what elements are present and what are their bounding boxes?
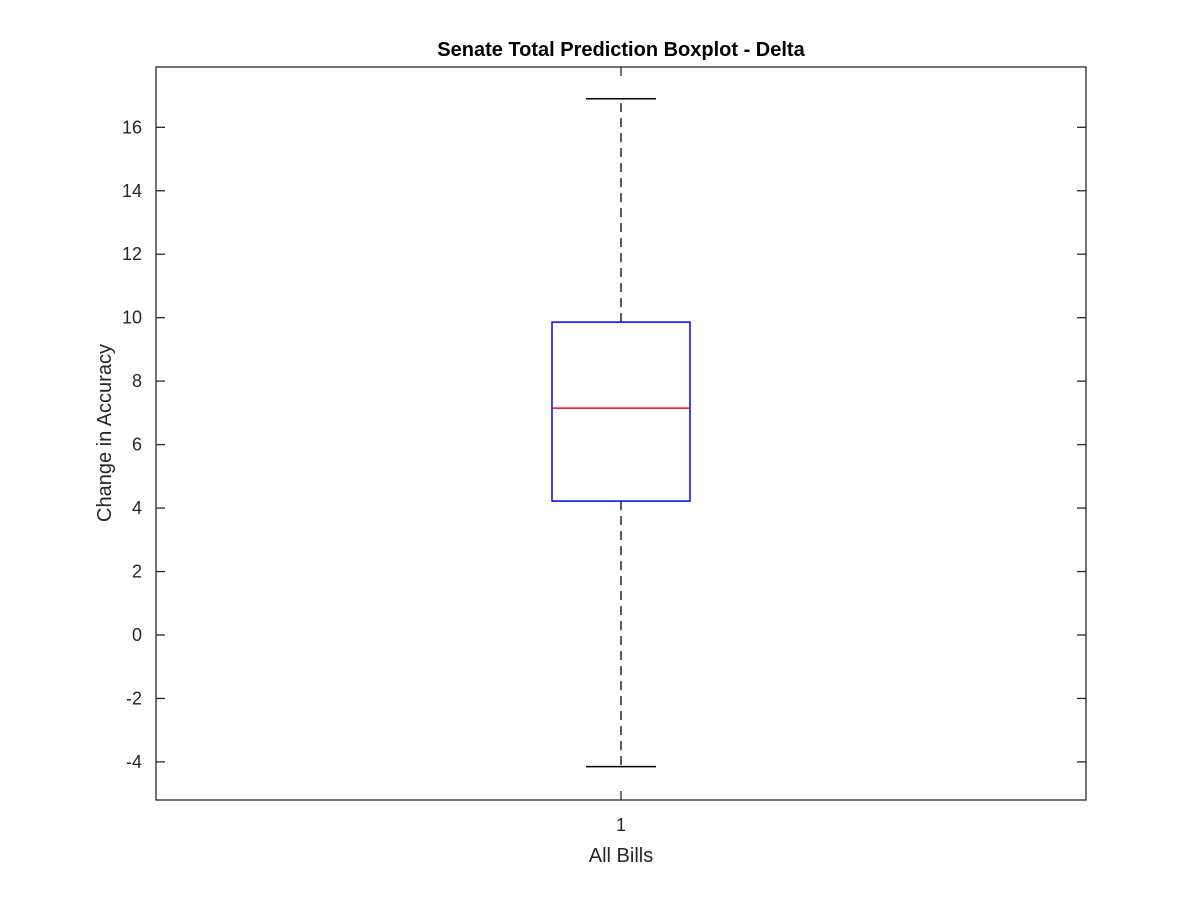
- y-tick-label: 4: [132, 498, 142, 518]
- y-axis-label: Change in Accuracy: [94, 344, 116, 522]
- ticks-layer: -4 -2 0 2 4 6 8 10 12 14 16 1: [122, 67, 1086, 835]
- x-axis-label: All Bills: [589, 845, 653, 867]
- y-tick-label: 8: [132, 371, 142, 391]
- y-tick-label: -2: [126, 688, 142, 708]
- y-tick-label: 12: [122, 244, 142, 264]
- y-tick-label: 16: [122, 117, 142, 137]
- plot-frame: [155, 66, 1087, 801]
- y-tick-label: 2: [132, 562, 142, 582]
- y-tick-label: 6: [132, 435, 142, 455]
- box-layer: [551, 97, 691, 768]
- iqr-box: [551, 321, 691, 502]
- y-tick-label: 10: [122, 308, 142, 328]
- y-tick-label: -4: [126, 752, 142, 772]
- y-tick-label: 0: [132, 625, 142, 645]
- x-tick-label: 1: [616, 815, 626, 835]
- y-tick-label: 14: [122, 181, 142, 201]
- chart-title: Senate Total Prediction Boxplot - Delta: [437, 39, 805, 61]
